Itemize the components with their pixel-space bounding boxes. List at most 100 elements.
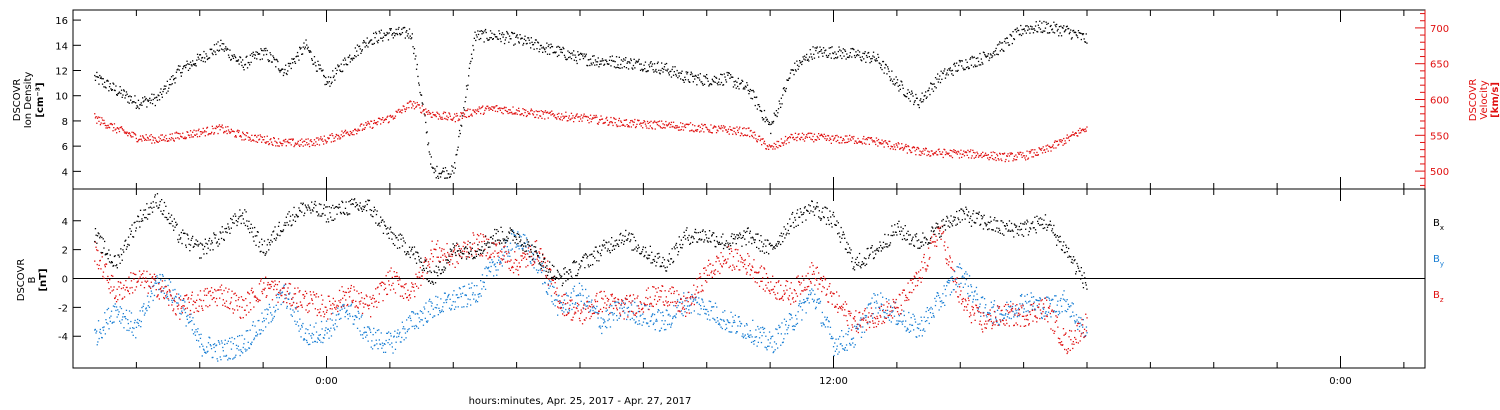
data-point [833, 57, 835, 60]
series-segment [580, 113, 602, 125]
data-point [350, 58, 352, 60]
data-point [214, 343, 216, 345]
data-point [734, 321, 736, 323]
data-point [838, 46, 840, 48]
data-point [824, 326, 827, 328]
data-point [970, 286, 973, 288]
data-point [253, 53, 255, 56]
data-point [967, 66, 969, 68]
data-point [1044, 297, 1046, 299]
data-point [414, 58, 416, 60]
data-point [183, 299, 185, 301]
data-point [454, 301, 456, 303]
data-point [191, 329, 193, 331]
data-point [853, 48, 855, 51]
data-point [272, 281, 274, 283]
data-point [998, 159, 1000, 161]
data-point [921, 152, 923, 155]
data-point [954, 150, 956, 152]
data-point [265, 318, 267, 320]
data-point [997, 306, 999, 308]
data-point [577, 54, 580, 56]
data-point [475, 39, 477, 42]
data-point [580, 114, 582, 116]
data-point [484, 267, 486, 270]
data-point [292, 139, 294, 141]
data-point [496, 274, 498, 276]
data-point [315, 137, 318, 139]
data-point [955, 284, 957, 286]
data-point [525, 39, 527, 42]
data-point [949, 294, 951, 296]
data-point [846, 349, 848, 351]
data-point [171, 297, 174, 299]
data-point [1045, 145, 1047, 147]
data-point [1046, 23, 1048, 25]
data-point [1062, 298, 1065, 300]
data-point [1042, 146, 1044, 148]
data-point [288, 293, 290, 295]
data-point [789, 72, 792, 74]
data-point [492, 38, 494, 40]
data-point [658, 309, 660, 312]
data-point [826, 318, 828, 320]
data-point [138, 278, 140, 280]
velocity-tick-label: 650 [1430, 60, 1449, 71]
data-point [985, 304, 987, 306]
data-point [219, 45, 221, 47]
data-point [198, 305, 200, 307]
data-point [720, 81, 723, 84]
data-point [706, 318, 709, 320]
data-point [313, 326, 315, 328]
data-point [704, 75, 706, 78]
data-point [365, 122, 367, 124]
data-point [471, 282, 473, 284]
data-point [665, 62, 668, 65]
data-point [971, 155, 973, 157]
data-point [196, 331, 198, 333]
data-point [192, 333, 195, 335]
data-point [293, 145, 295, 148]
data-point [104, 122, 106, 124]
data-point [950, 155, 952, 157]
data-point [844, 142, 846, 144]
data-point [141, 306, 143, 309]
data-point [456, 115, 459, 117]
data-point [278, 69, 280, 72]
data-point [679, 129, 681, 131]
data-point [680, 310, 682, 312]
data-point [977, 299, 979, 301]
data-point [283, 284, 285, 286]
data-point [684, 311, 686, 313]
data-point [429, 113, 431, 115]
data-point [296, 55, 298, 57]
data-point [633, 121, 635, 123]
data-point [262, 50, 264, 52]
data-point [190, 298, 192, 300]
data-point [155, 280, 157, 282]
data-point [337, 134, 340, 137]
data-point [944, 77, 947, 79]
data-point [600, 115, 602, 117]
series-segment [875, 53, 898, 86]
data-point [215, 127, 217, 130]
data-point [1005, 313, 1007, 315]
data-point [832, 139, 835, 141]
data-point [166, 292, 168, 294]
data-point [377, 117, 380, 119]
data-point [206, 294, 208, 296]
data-point [1055, 25, 1057, 28]
data-point [893, 315, 896, 317]
data-point [263, 136, 266, 138]
data-point [273, 288, 275, 291]
data-point [494, 263, 496, 265]
data-point [217, 41, 219, 43]
data-point [570, 52, 572, 55]
data-point [222, 299, 224, 301]
data-point [483, 285, 485, 288]
data-point [1034, 154, 1037, 156]
data-point [301, 304, 303, 306]
data-point [627, 306, 630, 309]
data-point [671, 126, 673, 128]
